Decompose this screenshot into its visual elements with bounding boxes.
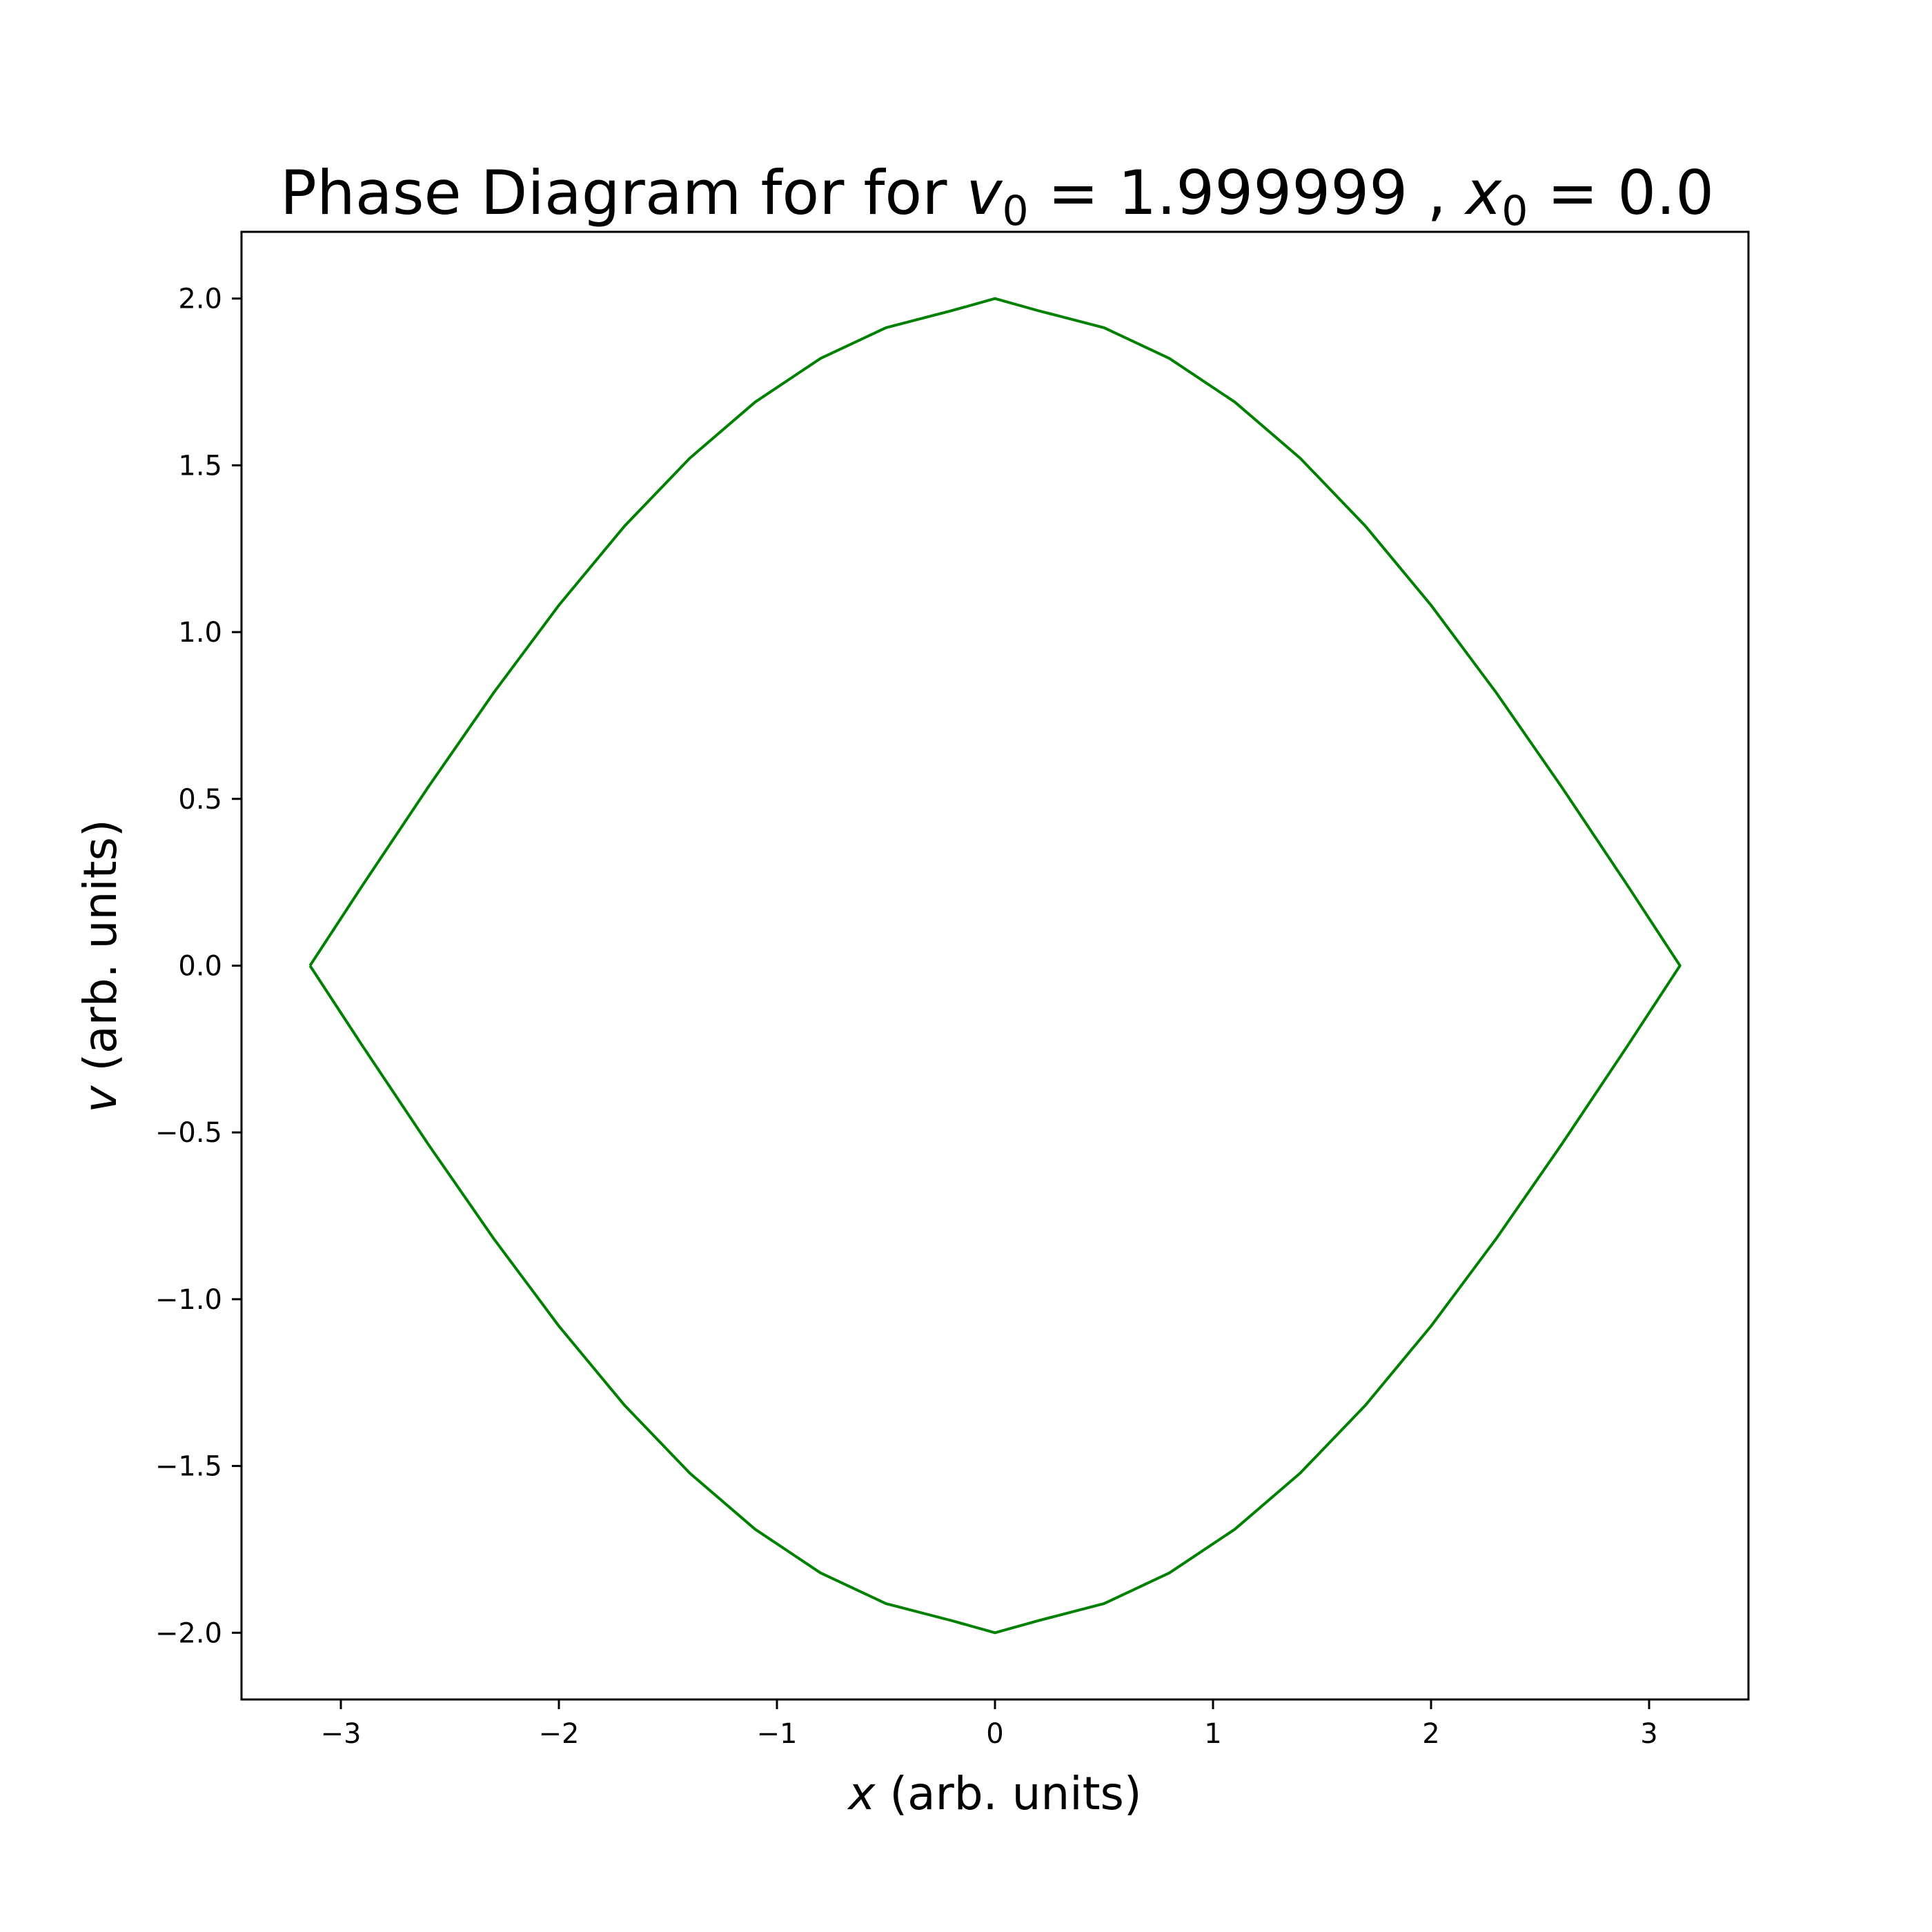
plot-frame bbox=[240, 230, 1750, 1701]
x-axis-label: x (arb. units) bbox=[847, 1767, 1141, 1820]
y-tick-label: −0.5 bbox=[155, 1117, 222, 1149]
title-separator: , bbox=[1408, 157, 1466, 228]
y-tick-label: 0.5 bbox=[178, 784, 222, 816]
y-tick-label: −1.0 bbox=[155, 1284, 222, 1316]
y-axis-text: (arb. units) bbox=[74, 819, 127, 1085]
title-x-value: = 0.0 bbox=[1528, 157, 1714, 228]
x-tick-label: −1 bbox=[757, 1718, 798, 1750]
plot-area bbox=[241, 232, 1748, 1699]
y-tick-label: 1.0 bbox=[178, 617, 222, 649]
title-v-symbol: v bbox=[966, 157, 1003, 228]
title-x-subscript: 0 bbox=[1501, 187, 1528, 235]
y-tick-label: −1.5 bbox=[155, 1451, 222, 1483]
x-tick-label: 1 bbox=[1204, 1718, 1221, 1750]
y-tick-label: 0.0 bbox=[178, 951, 222, 983]
y-axis-ticks: 2.0 1.5 1.0 0.5 0.0 −0.5 −1.0 −1.5 −2.0 bbox=[155, 284, 241, 1649]
y-tick-label: −2.0 bbox=[155, 1617, 222, 1649]
y-tick-label: 2.0 bbox=[178, 284, 222, 315]
chart-title: Phase Diagram for for v0 = 1.999999 , x0… bbox=[280, 157, 1714, 235]
y-tick-label: 1.5 bbox=[178, 450, 222, 482]
series-line-0 bbox=[308, 297, 1682, 1635]
data-layer bbox=[308, 297, 1682, 1635]
title-prefix: Phase Diagram for for bbox=[280, 157, 966, 228]
title-x-symbol: x bbox=[1463, 157, 1502, 228]
y-axis-label: v (arb. units) bbox=[74, 819, 127, 1112]
y-axis-symbol: v bbox=[74, 1085, 127, 1113]
x-axis-text: (arb. units) bbox=[875, 1767, 1141, 1820]
x-tick-label: 0 bbox=[986, 1718, 1003, 1750]
x-axis-symbol: x bbox=[847, 1767, 876, 1820]
x-axis-ticks: −3 −2 −1 0 1 2 3 bbox=[321, 1699, 1658, 1750]
x-tick-label: 2 bbox=[1422, 1718, 1439, 1750]
x-tick-label: −2 bbox=[539, 1718, 580, 1750]
x-tick-label: 3 bbox=[1640, 1718, 1657, 1750]
x-tick-label: −3 bbox=[321, 1718, 362, 1750]
title-v-subscript: 0 bbox=[1002, 187, 1028, 235]
title-v-value: = 1.999999 bbox=[1029, 157, 1408, 228]
